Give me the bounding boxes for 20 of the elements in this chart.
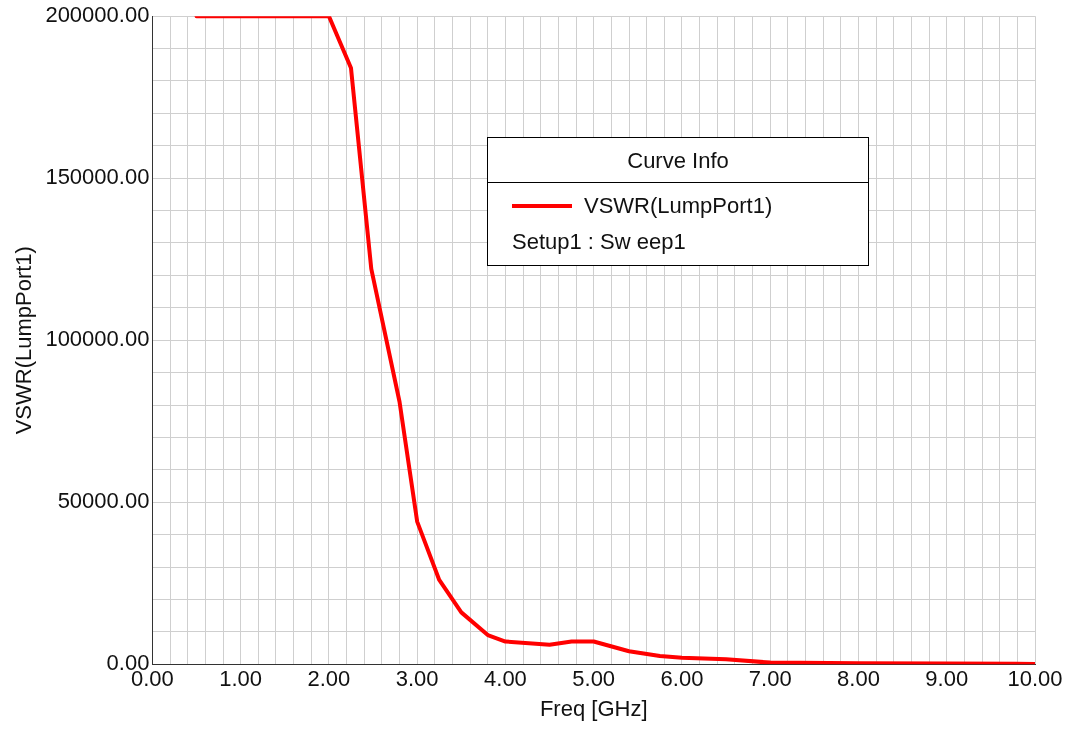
y-tick-label: 50000.00 [57,488,150,514]
y-axis-title: VSWR(LumpPort1) [11,246,37,435]
y-tick-label: 200000.00 [45,2,150,28]
legend-panel: Curve Info VSWR(LumpPort1) Setup1 : Sw eep1 [487,137,869,266]
y-tick-label: 100000.00 [45,326,150,352]
x-tick-label: 2.00 [307,666,351,692]
annotation: Setup1 : Sw eep1 [511,228,687,256]
x-tick-label: 5.00 [572,666,616,692]
y-tick-label: 150000.00 [45,164,150,190]
x-tick-label: 8.00 [837,666,880,692]
x-axis-title: Freq [GHz] [539,695,648,721]
legend-heading: Curve Info [626,147,730,175]
x-tick-label: 1.00 [219,666,263,692]
x-tick-label: 7.00 [748,666,792,692]
x-tick-label: 10.00 [1007,666,1063,692]
x-tick-label: 4.00 [484,666,527,692]
x-tick-label: 3.00 [395,666,439,692]
legend-label: VSWR(LumpPort1) [584,193,773,219]
x-tick-label: 9.00 [925,666,969,692]
x-tick-label: 6.00 [660,666,704,692]
